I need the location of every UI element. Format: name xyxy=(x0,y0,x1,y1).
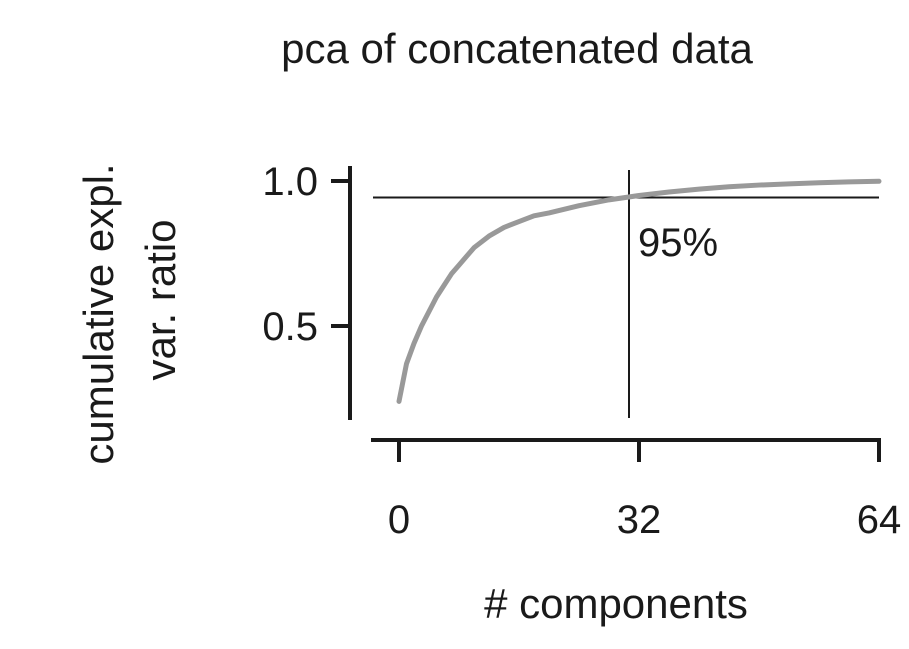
plot-area xyxy=(396,178,882,404)
axes: 0.5 1.0 0 32 64 xyxy=(262,160,901,542)
cumulative-variance-curve-0 xyxy=(396,178,882,404)
y-axis-label-line-1: cumulative expl. xyxy=(75,163,122,464)
chart-title: pca of concatenated data xyxy=(281,25,753,72)
reference-lines xyxy=(373,170,879,418)
y-tick-label-1.0: 1.0 xyxy=(262,160,318,204)
x-tick-label-32: 32 xyxy=(617,498,662,542)
y-axis-label-line-2: var. ratio xyxy=(137,219,184,380)
y-tick-label-0.5: 0.5 xyxy=(262,305,318,349)
x-axis-label: # components xyxy=(484,580,748,627)
threshold-annotation: 95% xyxy=(638,221,718,265)
x-tick-label-0: 0 xyxy=(388,498,410,542)
y-axis-label: cumulative expl. var. ratio xyxy=(75,163,184,464)
x-tick-label-64: 64 xyxy=(857,498,902,542)
